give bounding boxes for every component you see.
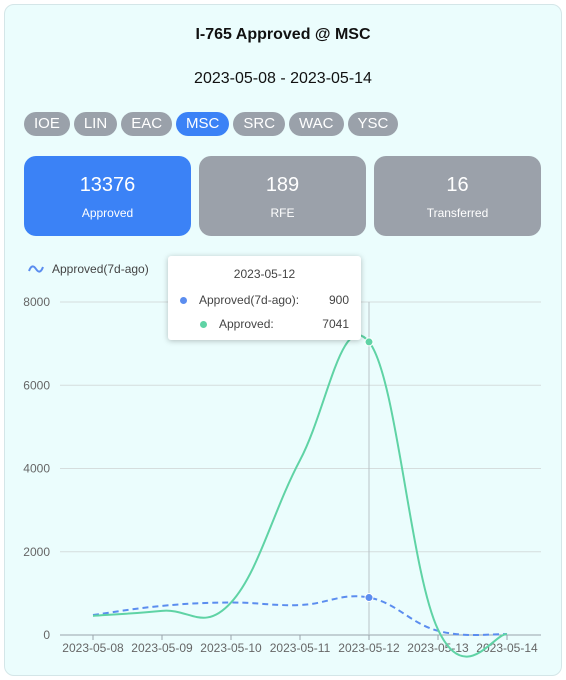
stat-rfe-button[interactable]: 189 RFE bbox=[199, 156, 366, 236]
tab-ysc[interactable]: YSC bbox=[347, 112, 399, 136]
legend-label-approved-7d-ago: Approved(7d-ago) bbox=[52, 262, 149, 276]
data-point bbox=[364, 593, 374, 603]
tooltip-value: 900 bbox=[328, 293, 349, 307]
x-tick-label: 2023-05-11 bbox=[270, 641, 331, 655]
tooltip-label: Approved(7d-ago): bbox=[199, 293, 300, 307]
data-point bbox=[364, 337, 374, 347]
x-tick-label: 2023-05-08 bbox=[62, 641, 124, 655]
x-tick-label: 2023-05-10 bbox=[200, 641, 262, 655]
y-tick-label: 4000 bbox=[23, 462, 50, 476]
stat-approved-value: 13376 bbox=[79, 174, 136, 196]
y-tick-label: 0 bbox=[43, 628, 50, 642]
stat-transferred-label: Transferred bbox=[426, 206, 489, 220]
chart-tooltip: 2023-05-12 Approved(7d-ago): 900 Approve… bbox=[168, 256, 361, 340]
series-line-approved bbox=[92, 334, 508, 658]
tooltip-row-ago: Approved(7d-ago): 900 bbox=[168, 293, 361, 309]
tab-lin[interactable]: LIN bbox=[73, 112, 118, 136]
tooltip-value: 7041 bbox=[322, 317, 349, 331]
tooltip-row-approved: Approved: 7041 bbox=[168, 317, 361, 333]
stat-approved-label: Approved bbox=[81, 206, 134, 220]
center-tabs: IOE LIN EAC MSC SRC WAC YSC bbox=[24, 112, 399, 136]
stat-transferred-button[interactable]: 16 Transferred bbox=[374, 156, 541, 236]
tab-ioe[interactable]: IOE bbox=[24, 112, 70, 136]
page-title: I-765 Approved @ MSC bbox=[195, 26, 371, 43]
date-range: 2023-05-08 - 2023-05-14 bbox=[194, 70, 372, 87]
stat-approved-button[interactable]: 13376 Approved bbox=[24, 156, 191, 236]
tooltip-date: 2023-05-12 bbox=[233, 267, 296, 281]
series-line-approved-7d-ago bbox=[92, 595, 508, 637]
chart-legend[interactable]: Approved(7d-ago) bbox=[28, 262, 149, 276]
tab-wac[interactable]: WAC bbox=[289, 112, 344, 136]
x-tick-label: 2023-05-12 bbox=[338, 641, 400, 655]
x-tick-label: 2023-05-13 bbox=[407, 641, 469, 655]
x-tick-label: 2023-05-09 bbox=[131, 641, 193, 655]
tooltip-dot-icon bbox=[200, 321, 207, 328]
y-tick-label: 8000 bbox=[23, 295, 50, 309]
tab-eac[interactable]: EAC bbox=[121, 112, 173, 136]
y-tick-label: 2000 bbox=[23, 545, 50, 559]
stat-rfe-label: RFE bbox=[270, 206, 295, 220]
legend-wave-icon bbox=[28, 265, 44, 273]
stat-rfe-value: 189 bbox=[265, 174, 300, 196]
stat-transferred-value: 16 bbox=[446, 174, 469, 196]
tooltip-dot-icon bbox=[180, 297, 187, 304]
tab-src[interactable]: SRC bbox=[233, 112, 286, 136]
tooltip-label: Approved: bbox=[219, 317, 274, 331]
y-tick-label: 6000 bbox=[23, 378, 50, 392]
tab-msc[interactable]: MSC bbox=[176, 112, 230, 136]
